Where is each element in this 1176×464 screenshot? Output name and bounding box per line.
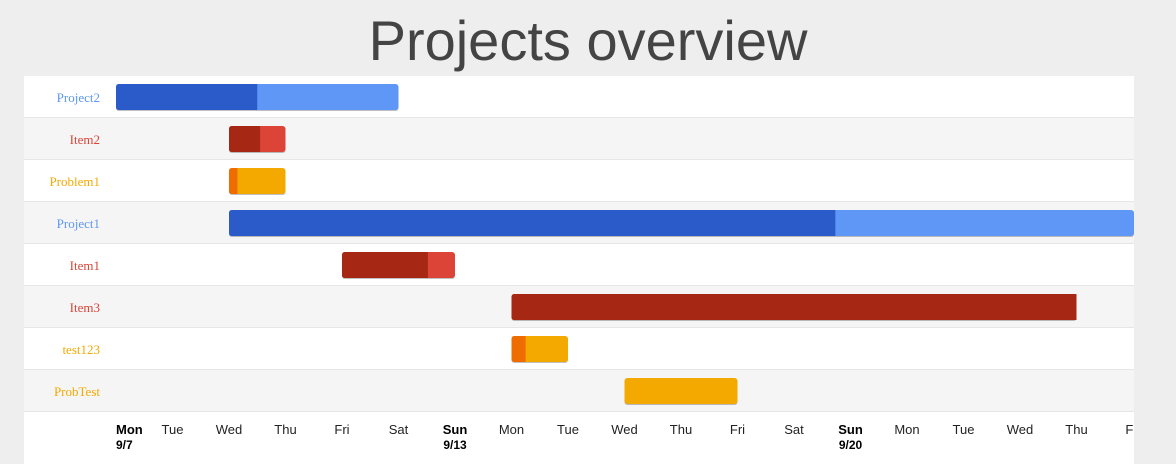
tick-label: Thu (274, 422, 296, 437)
tick-date-label: 9/20 (839, 438, 863, 452)
row-background (24, 160, 1134, 202)
tick-label: Sat (389, 422, 409, 437)
row-background (24, 328, 1134, 370)
tick-date-label: 9/13 (443, 438, 467, 452)
tick-date-label: 9/7 (116, 438, 133, 452)
tick-label: Fri (1125, 422, 1134, 437)
gantt-panel: Project2 Item2 Problem1 Project1 Item1 Item3 t… (24, 76, 1134, 464)
bar-progress (229, 126, 261, 152)
row-background (24, 370, 1134, 412)
bar-progress (511, 294, 1077, 320)
gantt-chart: Project2 Item2 Problem1 Project1 Item1 Item3 t… (24, 76, 1134, 452)
tick-label: Fri (730, 422, 745, 437)
row-label: Item1 (70, 258, 100, 273)
tick-label: Thu (1065, 422, 1087, 437)
chart-title: Projects overview (368, 9, 808, 72)
tick-label: Tue (557, 422, 579, 437)
tick-label: Sat (784, 422, 804, 437)
row-label: Project2 (57, 90, 100, 105)
row-background (24, 118, 1134, 160)
row-label: Item3 (70, 300, 100, 315)
bar-progress (342, 252, 428, 278)
tick-label: Thu (670, 422, 692, 437)
row-label: test123 (62, 342, 100, 357)
tick-label: Tue (162, 422, 184, 437)
tick-label: Tue (953, 422, 975, 437)
tick-label: Wed (1007, 422, 1034, 437)
tick-label: Mon (894, 422, 919, 437)
tick-label: Mon (116, 422, 143, 437)
row-label: ProbTest (54, 384, 100, 399)
bar-progress (511, 336, 526, 362)
row-label: Item2 (70, 132, 100, 147)
bar-progress (229, 168, 238, 194)
tick-label: Wed (216, 422, 243, 437)
tick-label: Fri (334, 422, 349, 437)
bar-progress (116, 84, 258, 110)
bar-probtest (624, 378, 738, 404)
tick-label: Mon (499, 422, 524, 437)
row-label: Project1 (57, 216, 100, 231)
tick-label: Sun (443, 422, 468, 437)
row-label: Problem1 (49, 174, 100, 189)
bar-problem1 (229, 168, 286, 194)
row-background (24, 244, 1134, 286)
bar-progress (229, 210, 836, 236)
tick-label: Wed (611, 422, 638, 437)
tick-label: Sun (838, 422, 863, 437)
